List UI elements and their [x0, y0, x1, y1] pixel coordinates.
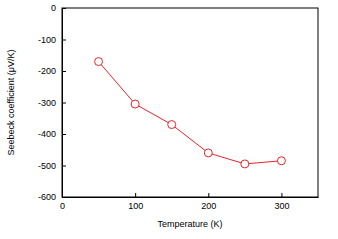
plot-frame — [62, 8, 318, 197]
data-point — [168, 121, 176, 129]
tick-label: -100 — [38, 35, 56, 45]
tick: 200 — [201, 193, 216, 211]
tick: -300 — [38, 98, 66, 108]
data-line — [99, 62, 282, 164]
tick-label: 300 — [274, 201, 289, 211]
tick-label: 0 — [51, 3, 56, 13]
tick-mark — [62, 166, 66, 167]
tick: 300 — [274, 193, 289, 211]
y-axis: -600 -500 -400 -300 -200 -100 0 — [38, 3, 66, 202]
tick-mark — [281, 193, 282, 197]
tick: -400 — [38, 129, 66, 139]
tick-mark — [135, 193, 136, 197]
tick-mark — [62, 71, 66, 72]
tick: -600 — [38, 192, 66, 202]
chart: 0 100 200 300 -600 -500 -400 -300 -200 -100 0 Tempe… — [0, 0, 338, 239]
plot-area: 0 100 200 300 -600 -500 -400 -300 -200 -100 0 — [38, 3, 319, 211]
data-point — [95, 58, 103, 66]
tick-mark — [62, 8, 66, 9]
data-point — [277, 157, 285, 165]
tick-label: -400 — [38, 129, 56, 139]
tick: -200 — [38, 66, 66, 76]
tick-label: 0 — [60, 201, 65, 211]
tick-label: -600 — [38, 192, 56, 202]
tick-mark — [62, 103, 66, 104]
axis-line — [63, 197, 319, 198]
y-axis-title: Seebeck coefficient (μV/K) — [6, 49, 16, 155]
data-point — [241, 160, 249, 168]
tick: 0 — [51, 3, 66, 13]
tick-label: 100 — [128, 201, 143, 211]
data-point — [204, 149, 212, 157]
x-axis-title: Temperature (K) — [157, 219, 222, 229]
x-axis: 0 100 200 300 — [60, 193, 319, 211]
tick-mark — [62, 134, 66, 135]
data-point — [131, 100, 139, 108]
tick-label: 200 — [201, 201, 216, 211]
tick-label: -500 — [38, 161, 56, 171]
tick-label: -300 — [38, 98, 56, 108]
tick-mark — [62, 40, 66, 41]
tick-label: -200 — [38, 66, 56, 76]
tick-mark — [208, 193, 209, 197]
series — [95, 58, 286, 168]
tick: -500 — [38, 161, 66, 171]
tick: 100 — [128, 193, 143, 211]
tick: -100 — [38, 35, 66, 45]
tick-mark — [62, 197, 66, 198]
